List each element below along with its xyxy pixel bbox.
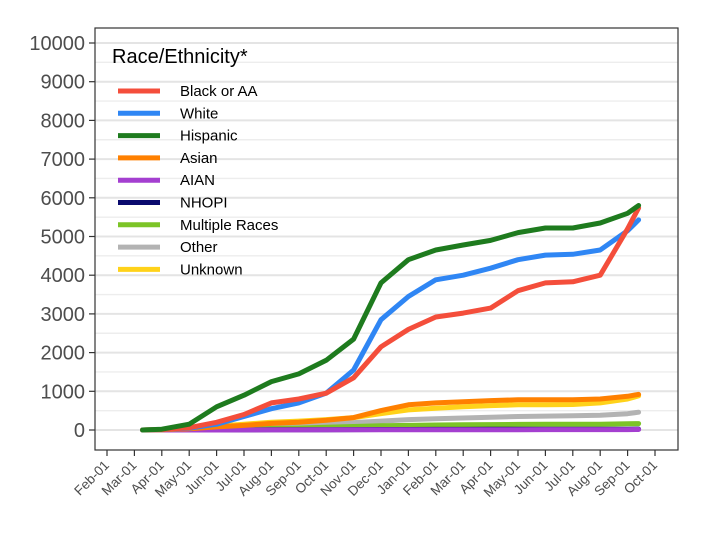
legend-label: White: [180, 105, 218, 122]
legend-item: Unknown: [118, 261, 243, 278]
legend-label: Multiple Races: [180, 217, 278, 234]
plot-border: [94, 27, 679, 451]
legend-item: Multiple Races: [118, 217, 278, 234]
series-line-aian: [140, 427, 642, 433]
y-tick-label: 0: [74, 420, 85, 442]
legend-title: Race/Ethnicity*: [112, 46, 248, 68]
y-tick-label: 4000: [41, 265, 86, 287]
grid-lines: [95, 42, 678, 431]
legend-item: Asian: [118, 150, 218, 167]
legend-label: Asian: [180, 150, 218, 167]
y-tick-label: 7000: [41, 149, 86, 171]
series-line-black-or-aa: [140, 205, 642, 433]
y-tick-label: 3000: [41, 304, 86, 326]
series-line-hispanic: [140, 203, 642, 433]
legend-label: Unknown: [180, 261, 243, 278]
y-tick-label: 1000: [41, 381, 86, 403]
legend-item: White: [118, 105, 218, 122]
y-tick-label: 9000: [41, 72, 86, 94]
legend-item: NHOPI: [118, 195, 228, 212]
legend-label: Other: [180, 239, 218, 256]
legend-item: Other: [118, 239, 218, 256]
legend-label: Black or AA: [180, 83, 258, 100]
x-axis: Feb-01Mar-01Apr-01May-01Jun-01Jul-01Aug-…: [71, 450, 660, 500]
series-lines: [140, 203, 642, 433]
series-line-asian: [140, 391, 642, 433]
legend-label: Hispanic: [180, 128, 238, 145]
y-tick-label: 8000: [41, 110, 86, 132]
legend-label: AIAN: [180, 172, 215, 189]
legend: Race/Ethnicity* Black or AA White Hispanic…: [112, 46, 278, 278]
y-tick-label: 6000: [41, 188, 86, 210]
legend-label: NHOPI: [180, 195, 228, 212]
y-axis: 0 1000 2000 3000 4000 5000 6000 7000 8000 9000 100…: [29, 33, 95, 442]
y-tick-label: 10000: [29, 33, 85, 55]
legend-item: Black or AA: [118, 83, 258, 100]
y-tick-label: 2000: [41, 343, 86, 365]
y-tick-label: 5000: [41, 227, 86, 249]
legend-item: Hispanic: [118, 128, 238, 145]
legend-item: AIAN: [118, 172, 215, 189]
